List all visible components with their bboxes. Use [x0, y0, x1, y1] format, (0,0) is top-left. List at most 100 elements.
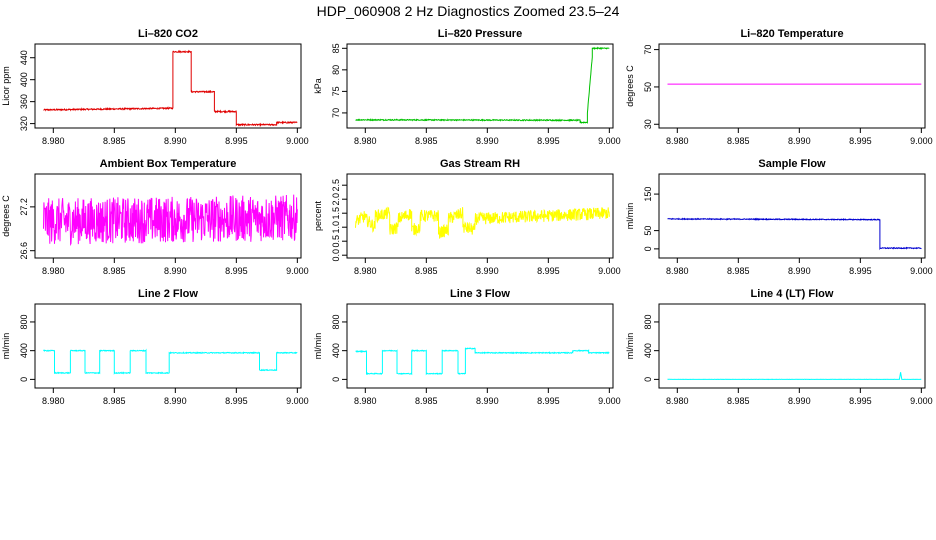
- series-line: [355, 46, 610, 124]
- x-tick-label: 8.985: [415, 266, 438, 276]
- chart-title: Line 4 (LT) Flow: [751, 288, 834, 300]
- chart-title: Sample Flow: [758, 158, 826, 170]
- x-tick-label: 8.990: [164, 136, 187, 146]
- x-tick-label: 9.000: [286, 136, 309, 146]
- chart-panel: Li–820 Temperature 8.980 8.985 8.990 8.995 9.…: [625, 28, 933, 146]
- x-tick-label: 8.995: [849, 266, 872, 276]
- series-line: [667, 372, 922, 381]
- chart-panel: Gas Stream RH 8.980 8.985 8.990 8.995 9.000 0.…: [313, 158, 621, 276]
- x-tick-label: 8.980: [666, 396, 689, 406]
- x-tick-label: 8.990: [164, 266, 187, 276]
- plot-frame: [34, 303, 302, 389]
- x-tick-label: 8.990: [788, 396, 811, 406]
- y-tick-label: 70: [643, 45, 653, 55]
- y-tick-label: 1.5: [331, 207, 341, 220]
- y-axis-label: degrees C: [1, 195, 11, 237]
- x-tick-label: 9.000: [598, 266, 621, 276]
- x-tick-label: 8.985: [103, 136, 126, 146]
- plot-frame: [658, 43, 926, 129]
- x-tick-label: 8.985: [727, 396, 750, 406]
- y-tick-label: 150: [643, 187, 653, 202]
- y-tick-label: 400: [331, 343, 341, 358]
- x-tick-label: 8.985: [727, 266, 750, 276]
- x-tick-label: 8.985: [103, 266, 126, 276]
- x-tick-label: 8.995: [537, 266, 560, 276]
- y-tick-label: 0: [19, 377, 29, 382]
- x-tick-label: 8.995: [849, 136, 872, 146]
- x-tick-label: 8.980: [42, 396, 65, 406]
- chart-title: Line 2 Flow: [138, 288, 198, 300]
- x-tick-label: 9.000: [598, 136, 621, 146]
- y-tick-label: 0: [643, 377, 653, 382]
- chart-title: Ambient Box Temperature: [100, 158, 237, 170]
- x-tick-label: 8.995: [537, 136, 560, 146]
- chart-title: Li–820 Temperature: [740, 28, 843, 40]
- chart-panel: Li–820 CO2 8.980 8.985 8.990 8.995 9.000 320 36…: [1, 28, 309, 146]
- x-tick-label: 8.990: [476, 136, 499, 146]
- plot-frame: [346, 173, 614, 259]
- x-tick-label: 8.995: [225, 266, 248, 276]
- series-line: [355, 347, 610, 376]
- x-tick-label: 9.000: [910, 136, 933, 146]
- y-tick-label: 2.0: [331, 193, 341, 206]
- x-tick-label: 8.995: [225, 136, 248, 146]
- x-tick-label: 9.000: [598, 396, 621, 406]
- chart-title: Li–820 Pressure: [438, 28, 522, 40]
- plot-frame: [34, 173, 302, 259]
- y-tick-label: 400: [19, 72, 29, 87]
- y-tick-label: 400: [19, 343, 29, 358]
- y-axis-label: ml/min: [1, 333, 11, 360]
- y-tick-label: 50: [643, 226, 653, 236]
- chart-title: Gas Stream RH: [440, 158, 520, 170]
- x-tick-label: 8.980: [354, 396, 377, 406]
- y-axis-label: kPa: [313, 78, 323, 94]
- x-tick-label: 8.980: [666, 266, 689, 276]
- y-tick-label: 800: [643, 314, 653, 329]
- x-tick-label: 8.995: [225, 396, 248, 406]
- series-line: [43, 348, 298, 375]
- x-tick-label: 8.980: [42, 136, 65, 146]
- y-axis-label: Licor ppm: [1, 66, 11, 106]
- plot-frame: [658, 173, 926, 259]
- y-tick-label: 360: [19, 94, 29, 109]
- y-axis-label: ml/min: [625, 203, 635, 230]
- x-tick-label: 8.990: [788, 266, 811, 276]
- chart-panel: Line 4 (LT) Flow 8.980 8.985 8.990 8.995 9.00…: [625, 288, 933, 406]
- y-axis-label: ml/min: [313, 333, 323, 360]
- y-axis-label: percent: [313, 200, 323, 231]
- y-tick-label: 75: [331, 86, 341, 96]
- series-line: [43, 49, 298, 128]
- x-tick-label: 8.980: [42, 266, 65, 276]
- x-tick-label: 9.000: [286, 266, 309, 276]
- plot-frame: [346, 43, 614, 129]
- y-tick-label: 0.0: [331, 249, 341, 262]
- y-tick-label: 1.0: [331, 221, 341, 234]
- plot-frame: [346, 303, 614, 389]
- x-tick-label: 8.990: [164, 396, 187, 406]
- y-tick-label: 50: [643, 82, 653, 92]
- x-tick-label: 8.985: [103, 396, 126, 406]
- series-line: [43, 194, 298, 247]
- x-tick-label: 9.000: [910, 266, 933, 276]
- chart-panel: Sample Flow 8.980 8.985 8.990 8.995 9.000 0 50 1…: [625, 158, 933, 276]
- chart-title: Line 3 Flow: [450, 288, 510, 300]
- y-tick-label: 27.2: [19, 198, 29, 216]
- y-tick-label: 800: [331, 314, 341, 329]
- y-tick-label: 400: [643, 343, 653, 358]
- x-tick-label: 8.980: [354, 136, 377, 146]
- y-tick-label: 440: [19, 50, 29, 65]
- y-tick-label: 30: [643, 119, 653, 129]
- x-tick-label: 8.980: [666, 136, 689, 146]
- y-tick-label: 70: [331, 108, 341, 118]
- panel-grid: Li–820 CO2 8.980 8.985 8.990 8.995 9.000 320 36…: [1, 28, 933, 406]
- plot-frame: [34, 43, 302, 129]
- plot-frame: [658, 303, 926, 389]
- chart-panel: Line 3 Flow 8.980 8.985 8.990 8.995 9.000 0 400…: [313, 288, 621, 406]
- x-tick-label: 8.995: [537, 396, 560, 406]
- x-tick-label: 8.985: [415, 396, 438, 406]
- x-tick-label: 8.985: [415, 136, 438, 146]
- figure-title: HDP_060908 2 Hz Diagnostics Zoomed 23.5–…: [317, 3, 620, 19]
- series-line: [667, 217, 922, 251]
- y-tick-label: 26.6: [19, 242, 29, 260]
